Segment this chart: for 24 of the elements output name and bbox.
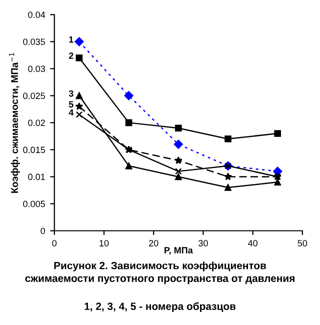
y-tick-label: 0	[40, 228, 46, 234]
y-tick-label: 0.035	[23, 38, 45, 45]
x-tick-label: 40	[248, 240, 258, 246]
x-tick-label: 20	[149, 240, 158, 246]
y-tick-label: 0.015	[23, 146, 45, 154]
y-tick-label: 0.04	[28, 12, 46, 18]
series-label: 2	[68, 52, 74, 59]
y-tick-label: 0.005	[23, 200, 45, 208]
x-tick-label: 0	[52, 240, 57, 246]
text: Рисунок 2. Зависимость коэффициентов сжимаемости пустотного пространства от давления	[25, 262, 294, 284]
text: 1, 2, 3, 4, 5 - номера образцов	[84, 302, 236, 312]
series-label: 4	[68, 109, 74, 116]
x-tick-label: 50	[298, 240, 308, 246]
series-label: 5	[68, 101, 74, 108]
x-tick-label: 30	[198, 240, 208, 246]
y-tick-label: 0.025	[23, 92, 45, 100]
y-tick-label: 0.01	[28, 174, 45, 180]
y-tick-label: 0.03	[28, 66, 45, 72]
series-label: 1	[69, 36, 74, 43]
y-axis-title: Коэфф. сжимаемости, МПа$^{−1}$	[9, 52, 20, 193]
series-label: 3	[68, 90, 74, 97]
y-tick-label: 0.02	[28, 120, 45, 126]
x-axis-title: P, МПа	[164, 247, 193, 255]
x-tick-label: 10	[100, 240, 109, 246]
